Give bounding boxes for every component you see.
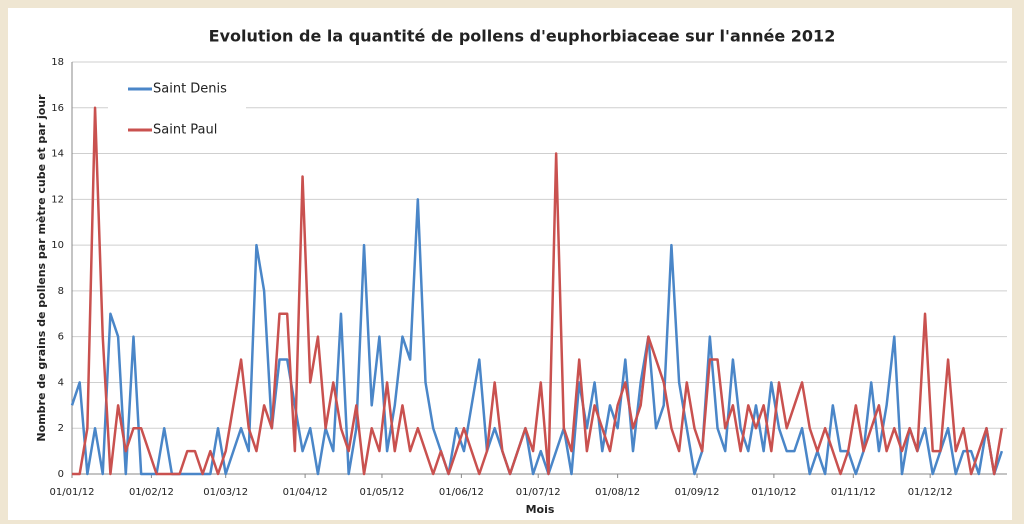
- legend-box: [108, 74, 246, 146]
- x-axis-label: Mois: [526, 503, 555, 516]
- x-tick-label: 01/09/12: [675, 487, 720, 498]
- x-tick-label: 01/02/12: [129, 487, 174, 498]
- y-tick-label: 14: [51, 149, 64, 160]
- legend-label: Saint Denis: [153, 82, 227, 97]
- y-tick-label: 8: [58, 286, 64, 297]
- x-tick-label: 01/10/12: [751, 487, 796, 498]
- x-tick-label: 01/11/12: [831, 487, 876, 498]
- y-tick-label: 0: [58, 469, 64, 480]
- x-tick-label: 01/03/12: [203, 487, 248, 498]
- x-tick-label: 01/06/12: [439, 487, 484, 498]
- y-tick-label: 4: [58, 377, 64, 388]
- x-tick-label: 01/01/12: [50, 487, 95, 498]
- x-tick-label: 01/12/12: [908, 487, 953, 498]
- y-tick-label: 18: [51, 57, 64, 68]
- x-tick-label: 01/04/12: [283, 487, 328, 498]
- y-tick-label: 2: [58, 423, 64, 434]
- legend-label: Saint Paul: [153, 123, 217, 138]
- y-tick-label: 12: [51, 194, 64, 205]
- y-tick-label: 6: [58, 332, 64, 343]
- y-axis-label: Nombre de grains de pollens par mètre cu…: [35, 94, 48, 442]
- x-tick-label: 01/08/12: [595, 487, 640, 498]
- chart-title: Evolution de la quantité de pollens d'eu…: [209, 27, 836, 46]
- y-tick-label: 10: [51, 240, 64, 251]
- x-tick-label: 01/07/12: [516, 487, 561, 498]
- y-tick-label: 16: [51, 103, 64, 114]
- x-tick-label: 01/05/12: [359, 487, 404, 498]
- series-line: [72, 106, 1004, 476]
